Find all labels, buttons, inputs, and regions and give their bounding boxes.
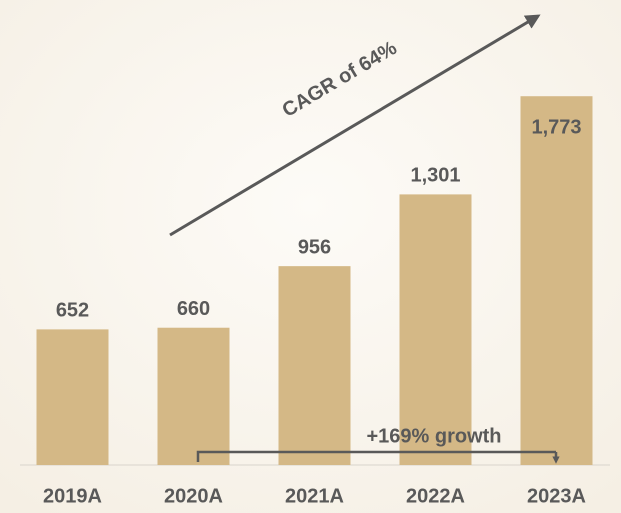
bar [399, 194, 472, 465]
bar [36, 329, 109, 465]
growth-label: +169% growth [366, 425, 501, 447]
value-label: 1,301 [410, 165, 460, 187]
value-label: 660 [177, 298, 210, 320]
bar [520, 96, 593, 465]
growth-bracket [196, 450, 556, 462]
cagr-arrow [169, 14, 541, 237]
x-tick-label: 2021A [285, 485, 344, 507]
value-label: 956 [298, 236, 331, 258]
bars: 652 660 956 1,301 1,773 [36, 96, 593, 465]
value-label: 1,773 [531, 116, 581, 138]
bar [157, 327, 230, 465]
value-label: 652 [56, 300, 89, 322]
bar [278, 266, 351, 465]
x-tick-label: 2022A [406, 485, 465, 507]
x-tick-label: 2019A [43, 485, 102, 507]
x-tick-label: 2020A [164, 485, 223, 507]
x-tick-label: 2023A [527, 485, 586, 507]
